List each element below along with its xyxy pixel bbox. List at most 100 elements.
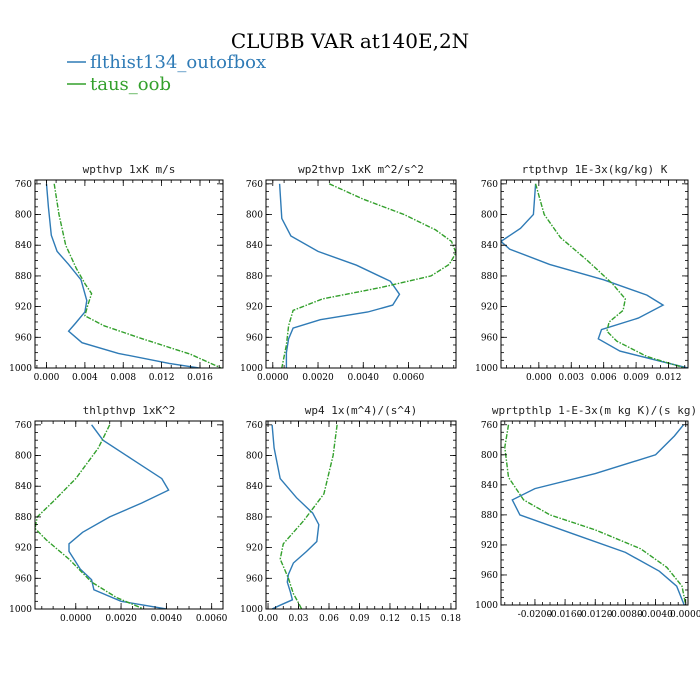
x-tick-label: 0.016 (187, 373, 213, 383)
x-tick-label: 0.0040 (151, 614, 183, 624)
y-tick-label: 840 (15, 241, 32, 251)
plot-frame (500, 179, 689, 369)
y-tick-label: 840 (481, 481, 498, 491)
x-tick-label: 0.12 (380, 614, 400, 624)
y-tick-label: 880 (246, 513, 263, 523)
series-line-taus-oob (281, 183, 456, 368)
y-tick-label: 1000 (9, 364, 32, 374)
y-tick-label: 960 (481, 571, 498, 581)
series-line-flthist134 (68, 424, 170, 609)
x-tick-label: 0.09 (349, 614, 369, 624)
series-line-flthist134 (278, 183, 401, 368)
plot-frame (265, 420, 457, 610)
series-line-taus-oob (53, 183, 222, 368)
x-tick-label: 0.0020 (105, 614, 137, 624)
y-tick-label: 920 (481, 541, 498, 551)
plot-frame (265, 179, 457, 369)
y-tick-label: 880 (15, 272, 32, 282)
series-line-flthist134 (511, 424, 685, 605)
x-tick-label: 0.00 (258, 614, 278, 624)
legend: flthist134_outofbox taus_oob (67, 52, 266, 95)
x-tick-label: 0.008 (110, 373, 136, 383)
y-tick-label: 1000 (475, 364, 498, 374)
panel-title: wp2thvp 1xK m^2/s^2 (298, 163, 424, 176)
panel-3: rtpthvp 1E-3x(kg/kg) K 0.000 0.003 0.006 0.0… (475, 163, 689, 383)
x-tick-label: 0.03 (288, 614, 308, 624)
x-tick-label: 0.004 (72, 373, 98, 383)
y-tick-label: 800 (246, 452, 263, 462)
x-tick-label: 0.000 (34, 373, 60, 383)
y-tick-label: 800 (481, 451, 498, 461)
y-tick-label: 760 (481, 180, 498, 190)
plot-frame (34, 420, 224, 610)
x-tick-label: 0.006 (591, 373, 617, 383)
x-tick-label: 0.0060 (393, 373, 425, 383)
x-tick-label: -0.0160 (548, 610, 583, 620)
y-tick-label: 760 (246, 421, 263, 431)
y-tick-label: 960 (15, 333, 32, 343)
y-tick-label: 920 (15, 303, 32, 313)
plot-frame (34, 179, 224, 369)
y-tick-label: 960 (481, 333, 498, 343)
x-tick-label: 0.012 (149, 373, 175, 383)
x-tick-label: 0.000 (526, 373, 552, 383)
panel-title: thlpthvp 1xK^2 (83, 404, 176, 417)
panel-6: wprtpthlp 1-E-3x(m kg K)/(s kg)-0.0200-0… (475, 404, 700, 620)
x-tick-label: -0.0080 (608, 610, 643, 620)
y-tick-label: 760 (481, 421, 498, 431)
legend-label-taus-oob: taus_oob (90, 74, 171, 95)
y-tick-label: 840 (15, 482, 32, 492)
y-tick-label: 920 (246, 303, 263, 313)
panel-5: wp4 1x(m^4)/(s^4) 0.00 0.03 0.06 0.09 0.12 0.1… (240, 404, 461, 624)
x-tick-label: 0.15 (410, 614, 430, 624)
y-tick-label: 760 (15, 180, 32, 190)
y-tick-label: 920 (246, 544, 263, 554)
series-line-flthist134 (271, 424, 320, 609)
y-tick-label: 800 (246, 211, 263, 221)
panel-title: wpthvp 1xK m/s (83, 163, 176, 176)
panel-title: rtpthvp 1E-3x(kg/kg) K (522, 163, 668, 176)
plot-frame (500, 420, 689, 606)
y-tick-label: 800 (481, 211, 498, 221)
x-tick-label: 0.003 (558, 373, 584, 383)
panel-4: thlpthvp 1xK^2 0.0000 0.0020 0.0040 0.0060 76… (9, 404, 228, 624)
panel-2: wp2thvp 1xK m^2/s^2 0.0000 0.0020 0.0040 0.0… (240, 163, 457, 383)
y-tick-label: 800 (15, 211, 32, 221)
x-tick-label: 0.06 (319, 614, 339, 624)
series-line-flthist134 (45, 183, 200, 368)
series-line-taus-oob (35, 424, 144, 609)
x-tick-label: -0.0040 (638, 610, 673, 620)
y-tick-label: 880 (481, 272, 498, 282)
x-tick-label: 0.0000 (257, 373, 289, 383)
y-tick-label: 840 (481, 241, 498, 251)
figure-title: CLUBB VAR at140E,2N (231, 29, 469, 53)
y-tick-label: 840 (246, 241, 263, 251)
y-tick-label: 960 (246, 574, 263, 584)
panel-grid: wpthvp 1xK m/s 0.000 0.004 0.008 0.012 0.016 7… (9, 163, 700, 624)
series-line-taus-oob (279, 424, 338, 609)
y-tick-label: 840 (246, 482, 263, 492)
y-tick-label: 880 (15, 513, 32, 523)
y-tick-label: 920 (15, 544, 32, 554)
series-line-flthist134 (501, 183, 688, 368)
x-tick-label: 0.0000 (60, 614, 92, 624)
series-line-taus-oob (504, 424, 687, 605)
legend-label-flthist134: flthist134_outofbox (90, 52, 266, 73)
x-tick-label: 0.0060 (196, 614, 228, 624)
y-tick-label: 1000 (240, 364, 263, 374)
x-tick-label: 0.009 (623, 373, 649, 383)
panel-title: wprtpthlp 1-E-3x(m kg K)/(s kg) (492, 404, 697, 417)
y-tick-label: 920 (481, 303, 498, 313)
y-tick-label: 800 (15, 452, 32, 462)
x-tick-label: 0.012 (656, 373, 682, 383)
panel-1: wpthvp 1xK m/s 0.000 0.004 0.008 0.012 0.016 7… (9, 163, 224, 383)
y-tick-label: 760 (246, 180, 263, 190)
y-tick-label: 880 (246, 272, 263, 282)
x-tick-label: -0.0120 (578, 610, 613, 620)
x-tick-label: 0.0040 (348, 373, 380, 383)
y-tick-label: 1000 (9, 605, 32, 615)
y-tick-label: 760 (15, 421, 32, 431)
x-tick-label: 0.18 (441, 614, 461, 624)
x-tick-label: -0.0200 (518, 610, 553, 620)
